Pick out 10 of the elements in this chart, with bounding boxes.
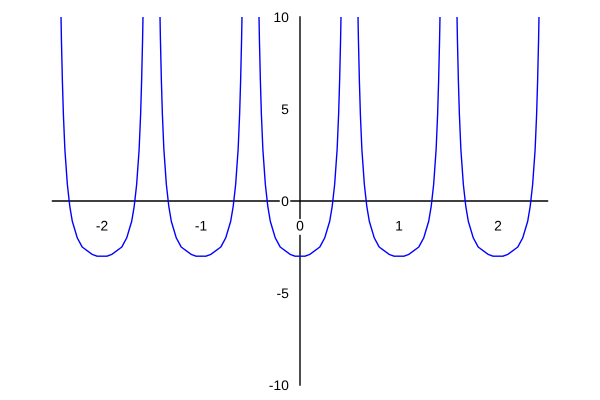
y-tick-label: -5 <box>277 288 288 298</box>
x-tick-label: 2 <box>494 220 502 231</box>
y-tick-label: -10 <box>269 380 288 390</box>
y-tick-label: 0 <box>282 196 288 206</box>
y-tick-label: 5 <box>282 104 288 114</box>
y-tick-label: 10 <box>274 12 288 22</box>
x-tick-label: -1 <box>195 220 206 231</box>
x-tick-label: 0 <box>296 220 304 231</box>
x-tick-label: 1 <box>396 220 402 231</box>
x-tick-label: -2 <box>96 220 108 231</box>
